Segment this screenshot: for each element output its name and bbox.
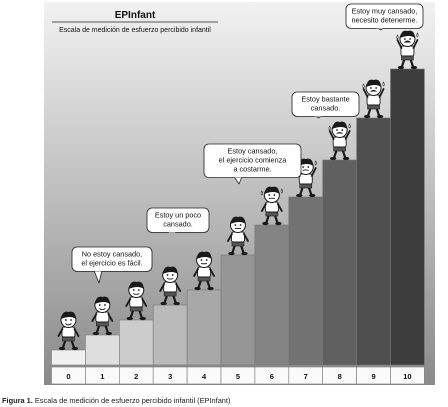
scale-label-box-10 [390, 366, 425, 385]
speech-bubble-line: Estoy muy cansado, [352, 6, 418, 15]
scale-label-3: 3 [168, 372, 172, 381]
children-group [57, 30, 419, 351]
step-3 [152, 304, 188, 366]
child-figure-9 [362, 79, 385, 119]
speech-bubble-line: el ejercicio es fácil. [81, 259, 142, 268]
caption-label: Figura 1. [2, 396, 33, 405]
child-figure-2 [125, 281, 148, 321]
chart-title: EPInfant [115, 10, 156, 21]
scale-label-0: 0 [66, 372, 70, 381]
child-figure-0 [57, 311, 80, 351]
steps-group [51, 68, 425, 366]
speech-bubble-4: Estoy muy cansado,necesito detenerme. [345, 3, 424, 31]
child-figure-3 [159, 266, 182, 306]
step-9 [356, 117, 391, 366]
step-7 [288, 196, 323, 366]
step-2 [119, 319, 154, 366]
step-10 [390, 68, 425, 366]
speech-bubbles-group: No estoy cansado,el ejercicio es fácil. E… [71, 3, 424, 284]
figure-caption: Figura 1. Escala de medición de esfuerzo… [2, 396, 230, 405]
speech-bubble-line: No estoy cansado, [82, 249, 142, 258]
step-5 [220, 254, 256, 366]
caption-text: Escala de medición de esfuerzo percibido… [34, 396, 231, 405]
speech-bubble-line: cansado. [311, 104, 341, 113]
child-figure-10 [396, 30, 419, 70]
scale-label-8: 8 [338, 372, 342, 381]
scale-label-7: 7 [304, 372, 308, 381]
speech-bubble-line: el ejercicio comienza [219, 156, 288, 165]
child-figure-1 [91, 296, 114, 336]
step-0 [51, 349, 86, 366]
child-figure-5 [227, 216, 249, 256]
scale-label-4: 4 [202, 372, 207, 381]
scale-labels-group: 0 1 2 3 4 5 6 7 8 9 10 [51, 366, 425, 385]
step-1 [85, 334, 120, 366]
scale-label-1: 1 [100, 372, 104, 381]
child-figure-6 [260, 186, 283, 226]
scale-label-2: 2 [134, 372, 138, 381]
child-figure-4 [193, 251, 215, 291]
scale-label-9: 9 [371, 372, 375, 381]
speech-bubble-line: Estoy cansado, [228, 146, 278, 155]
scale-label-5: 5 [236, 372, 240, 381]
speech-bubble-0: No estoy cansado,el ejercicio es fácil. [71, 246, 153, 284]
speech-bubble-line: necesito detenerme. [351, 16, 417, 25]
chart-subtitle: Escala de medición de esfuerzo percibido… [59, 27, 211, 34]
speech-bubble-line: a costarme. [233, 165, 271, 174]
scale-label-6: 6 [270, 372, 274, 381]
step-4 [186, 289, 222, 366]
child-figure-8 [328, 121, 351, 161]
speech-bubble-line: Estoy un poco [155, 210, 201, 219]
scale-label-10: 10 [403, 372, 411, 381]
speech-bubble-line: cansado. [163, 220, 193, 229]
speech-bubble-line: Estoy bastante [301, 94, 349, 103]
step-6 [254, 224, 290, 366]
step-8 [322, 159, 357, 366]
